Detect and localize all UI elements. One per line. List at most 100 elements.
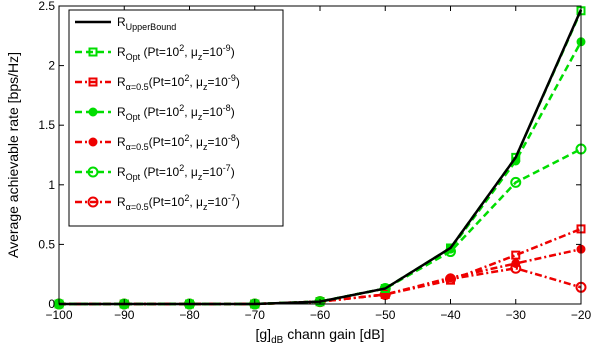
- legend-label-part: R: [117, 15, 126, 29]
- legend-label-part: UpperBound: [126, 22, 177, 32]
- legend-label-part: =10: [202, 45, 223, 59]
- series-line-4: [59, 41, 583, 306]
- legend-item: RUpperBound: [75, 15, 176, 32]
- legend-label-part: R: [117, 45, 126, 59]
- legend-label-part: R: [117, 75, 126, 89]
- legend-label: Rα=0.5(Pt=102, μz=10-9): [117, 73, 240, 92]
- y-axis-label: Average achievable rate [bps/Hz]: [5, 52, 21, 258]
- legend-label-part: ): [236, 135, 240, 149]
- legend-label-part: z: [203, 142, 208, 152]
- legend-label-part: , μ: [189, 135, 203, 149]
- legend-label-part: 2: [179, 163, 184, 173]
- legend-label-part: 2: [184, 73, 189, 83]
- legend-swatch-marker: [87, 166, 99, 178]
- legend-label-part: -7: [223, 163, 231, 173]
- legend-label: RUpperBound: [117, 15, 176, 32]
- legend-item: ROpt (Pt=102, μz=10-9): [75, 43, 235, 62]
- legend-label-part: -8: [223, 103, 231, 113]
- legend-label: ROpt (Pt=102, μz=10-8): [117, 103, 235, 122]
- y-tick-label: 1.5: [38, 118, 55, 132]
- legend-label-part: 2: [184, 193, 189, 203]
- legend-label-part: -9: [228, 73, 236, 83]
- series-point: [446, 243, 455, 253]
- legend-swatch-marker: [88, 77, 98, 87]
- legend-label-part: ): [236, 75, 240, 89]
- legend-label-part: z: [198, 112, 203, 122]
- series-point: [511, 152, 521, 162]
- x-axis-label-main: [g]: [256, 326, 272, 342]
- y-tick-label: 0: [48, 297, 55, 311]
- legend-item: Rα=0.5(Pt=102, μz=10-7): [75, 193, 240, 212]
- legend-label-part: =10: [207, 195, 228, 209]
- legend-label-part: ): [231, 165, 235, 179]
- legend-label: ROpt (Pt=102, μz=10-9): [117, 43, 235, 62]
- legend-label-part: Opt: [126, 172, 141, 182]
- legend-label-part: , μ: [184, 165, 198, 179]
- legend-label-part: =10: [202, 105, 223, 119]
- series-line-6: [59, 147, 582, 306]
- legend-label-part: , μ: [189, 75, 203, 89]
- x-axis-label: [g]dB chann gain [dB]: [256, 326, 385, 346]
- legend-label-part: (Pt=10: [140, 45, 179, 59]
- x-tick-label: −20: [571, 308, 592, 322]
- series-point: [511, 258, 521, 268]
- x-tick-label: −70: [245, 308, 266, 322]
- legend-label-part: -9: [223, 43, 231, 53]
- legend-label-part: (Pt=10: [140, 165, 179, 179]
- legend-label-part: (Pt=10: [149, 195, 185, 209]
- legend-label-part: R: [117, 195, 126, 209]
- y-tick-label: 2: [48, 59, 55, 73]
- legend-label-part: R: [117, 165, 126, 179]
- series-point: [380, 289, 390, 299]
- legend-label-part: -8: [228, 133, 236, 143]
- x-tick-label: −90: [114, 308, 135, 322]
- x-tick-label: −30: [506, 308, 527, 322]
- legend-label-part: ): [231, 105, 235, 119]
- legend-label-part: (Pt=10: [149, 135, 185, 149]
- legend-label-part: R: [117, 105, 126, 119]
- legend-label-part: α=0.5: [126, 82, 149, 92]
- legend-label: ROpt (Pt=102, μz=10-7): [117, 163, 235, 182]
- legend-label-part: , μ: [189, 195, 203, 209]
- x-tick-label: −50: [375, 308, 396, 322]
- legend-label-part: z: [203, 202, 208, 212]
- series-point: [510, 176, 522, 188]
- legend-item: Rα=0.5(Pt=102, μz=10-8): [75, 133, 240, 152]
- legend-label: Rα=0.5(Pt=102, μz=10-7): [117, 193, 240, 212]
- legend-label-part: 2: [184, 133, 189, 143]
- x-tick-label: −40: [440, 308, 461, 322]
- legend-label-part: ): [231, 45, 235, 59]
- legend-label-part: 2: [179, 103, 184, 113]
- y-tick-label: 1: [48, 178, 55, 192]
- legend-label-part: z: [198, 52, 203, 62]
- legend-label-part: , μ: [184, 45, 198, 59]
- series-point: [511, 250, 521, 260]
- legend-item: Rα=0.5(Pt=102, μz=10-9): [75, 73, 240, 92]
- legend-box: [68, 9, 284, 227]
- axis-ticks: −100 −90 −80 −70 −60 −50 −40 −30 −20 0 0.5 1 1.5 2 2.5: [38, 0, 591, 322]
- legend-label-part: Opt: [126, 112, 141, 122]
- legend-label: Rα=0.5(Pt=102, μz=10-8): [117, 133, 240, 152]
- x-axis-label-rest: chann gain [dB]: [283, 326, 384, 342]
- y-tick-label: 0.5: [38, 237, 55, 251]
- legend-label-part: =10: [207, 75, 228, 89]
- series-point: [446, 275, 455, 285]
- legend-swatch-marker: [88, 137, 98, 147]
- legend-item: ROpt (Pt=102, μz=10-7): [75, 163, 235, 182]
- legend-label-part: z: [198, 172, 203, 182]
- x-axis-label-subscript: dB: [271, 335, 284, 346]
- legend-label-part: α=0.5: [126, 142, 149, 152]
- y-tick-label: 2.5: [38, 0, 55, 13]
- legend-label-part: , μ: [184, 105, 198, 119]
- legend-label-part: -7: [228, 193, 236, 203]
- x-tick-label: −100: [45, 308, 72, 322]
- legend-label-part: α=0.5: [126, 202, 149, 212]
- legend-swatch-marker: [87, 196, 99, 208]
- x-tick-label: −80: [179, 308, 200, 322]
- legend-label-part: 2: [179, 43, 184, 53]
- legend-label-part: =10: [202, 165, 223, 179]
- legend-swatch-marker: [88, 107, 98, 117]
- legend-label-part: (Pt=10: [149, 75, 185, 89]
